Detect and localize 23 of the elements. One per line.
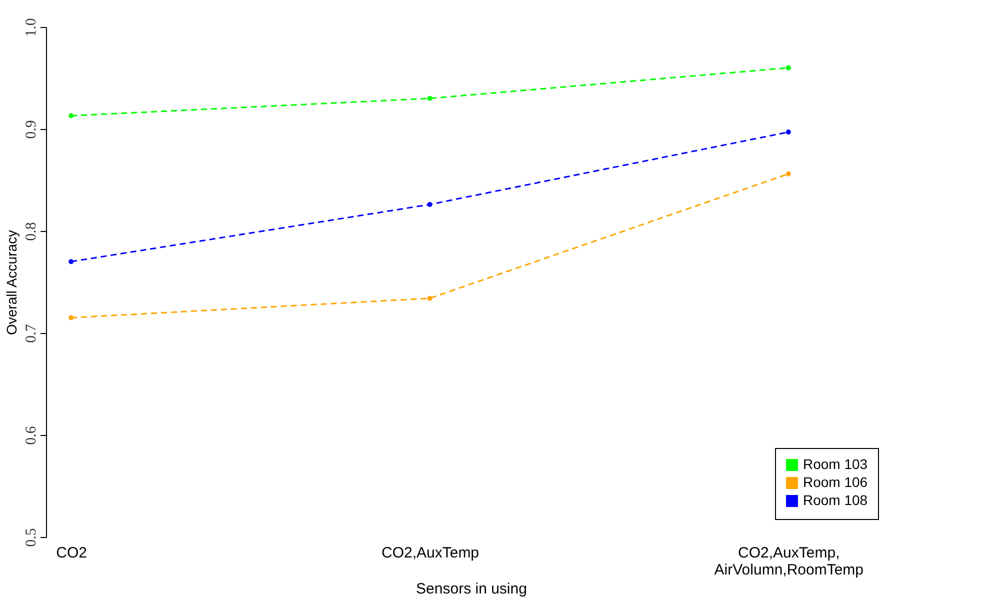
x-tick-label: CO2	[56, 544, 88, 562]
legend-label: Room 103	[803, 456, 868, 472]
y-tick-label: 0.8	[24, 222, 40, 241]
y-tick-label: 0.5	[24, 528, 40, 547]
point	[68, 315, 74, 320]
point	[786, 65, 791, 70]
point	[786, 130, 791, 135]
y-tick-label: 0.7	[24, 324, 40, 343]
legend-label: Room 108	[803, 492, 868, 508]
point	[427, 96, 432, 101]
point	[786, 171, 791, 176]
x-tick-label: CO2,AuxTemp, AirVolumn,RoomTemp	[714, 544, 864, 578]
x-axis-title: Sensors in using	[416, 580, 527, 598]
y-tick-label: 0.6	[24, 426, 40, 445]
x-tick-label: CO2,AuxTemp	[381, 544, 480, 562]
point	[427, 202, 432, 207]
point	[68, 113, 74, 118]
y-tick-label: 1.0	[24, 18, 40, 37]
point	[427, 296, 432, 301]
point	[68, 259, 74, 264]
y-axis-title: Overall Accuracy	[4, 230, 20, 336]
legend-label: Room 106	[803, 474, 868, 490]
y-tick-label: 0.9	[24, 120, 40, 139]
